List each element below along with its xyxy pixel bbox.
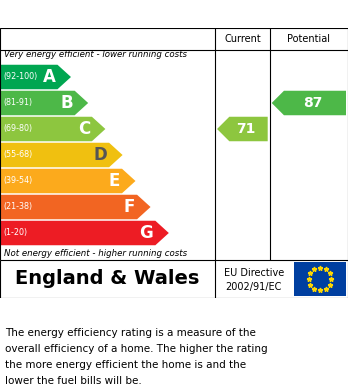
Polygon shape — [0, 117, 105, 141]
Text: 2002/91/EC: 2002/91/EC — [226, 282, 282, 292]
Text: EU Directive: EU Directive — [223, 268, 284, 278]
Text: (69-80): (69-80) — [3, 124, 32, 133]
Text: (81-91): (81-91) — [3, 99, 32, 108]
Text: (55-68): (55-68) — [3, 151, 32, 160]
Text: England & Wales: England & Wales — [15, 269, 200, 289]
Polygon shape — [0, 195, 151, 219]
Polygon shape — [217, 117, 268, 141]
Polygon shape — [0, 143, 122, 167]
Text: Not energy efficient - higher running costs: Not energy efficient - higher running co… — [4, 249, 187, 258]
Text: A: A — [42, 68, 55, 86]
Text: the more energy efficient the home is and the: the more energy efficient the home is an… — [5, 361, 246, 370]
Text: lower the fuel bills will be.: lower the fuel bills will be. — [5, 377, 142, 386]
Text: Very energy efficient - lower running costs: Very energy efficient - lower running co… — [4, 50, 187, 59]
Text: C: C — [78, 120, 90, 138]
Text: Current: Current — [224, 34, 261, 44]
Text: D: D — [93, 146, 107, 164]
Text: Potential: Potential — [287, 34, 330, 44]
Polygon shape — [0, 221, 169, 245]
Polygon shape — [0, 169, 135, 193]
Text: (92-100): (92-100) — [3, 72, 37, 81]
Text: The energy efficiency rating is a measure of the: The energy efficiency rating is a measur… — [5, 328, 256, 338]
Text: (21-38): (21-38) — [3, 203, 32, 212]
Text: G: G — [140, 224, 153, 242]
Text: Energy Efficiency Rating: Energy Efficiency Rating — [10, 7, 220, 22]
Text: F: F — [124, 198, 135, 216]
Text: (39-54): (39-54) — [3, 176, 32, 185]
Text: E: E — [109, 172, 120, 190]
Text: 71: 71 — [236, 122, 256, 136]
Polygon shape — [0, 91, 88, 115]
Text: 87: 87 — [303, 96, 322, 110]
Polygon shape — [0, 65, 71, 89]
Polygon shape — [272, 91, 346, 115]
Bar — [294, 262, 346, 296]
Text: (1-20): (1-20) — [3, 228, 27, 237]
Text: overall efficiency of a home. The higher the rating: overall efficiency of a home. The higher… — [5, 344, 268, 354]
Text: B: B — [60, 94, 73, 112]
